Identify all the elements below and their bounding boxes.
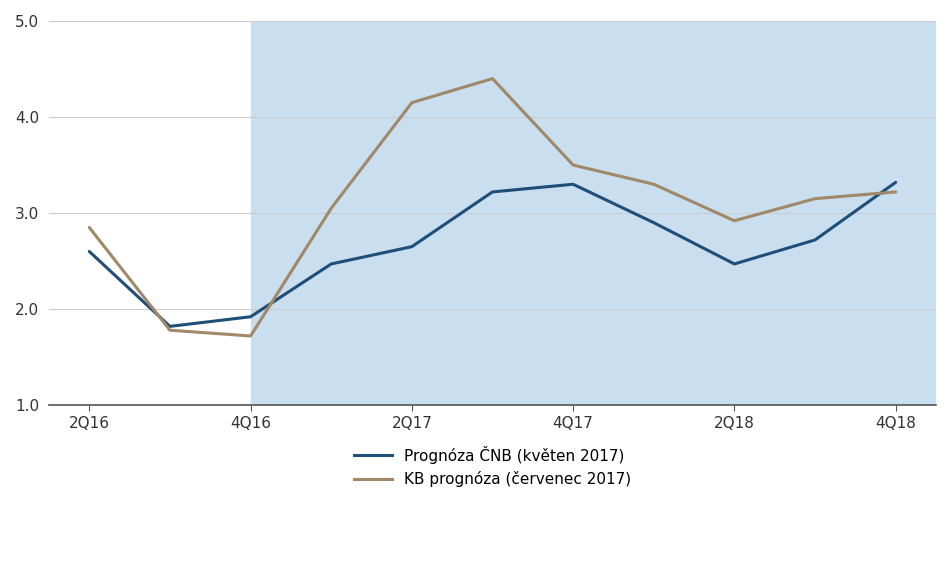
Bar [250,21,936,405]
Legend: Prognóza ČNB (květen 2017), KB prognóza (červenec 2017): Prognóza ČNB (květen 2017), KB prognóza … [348,440,637,493]
